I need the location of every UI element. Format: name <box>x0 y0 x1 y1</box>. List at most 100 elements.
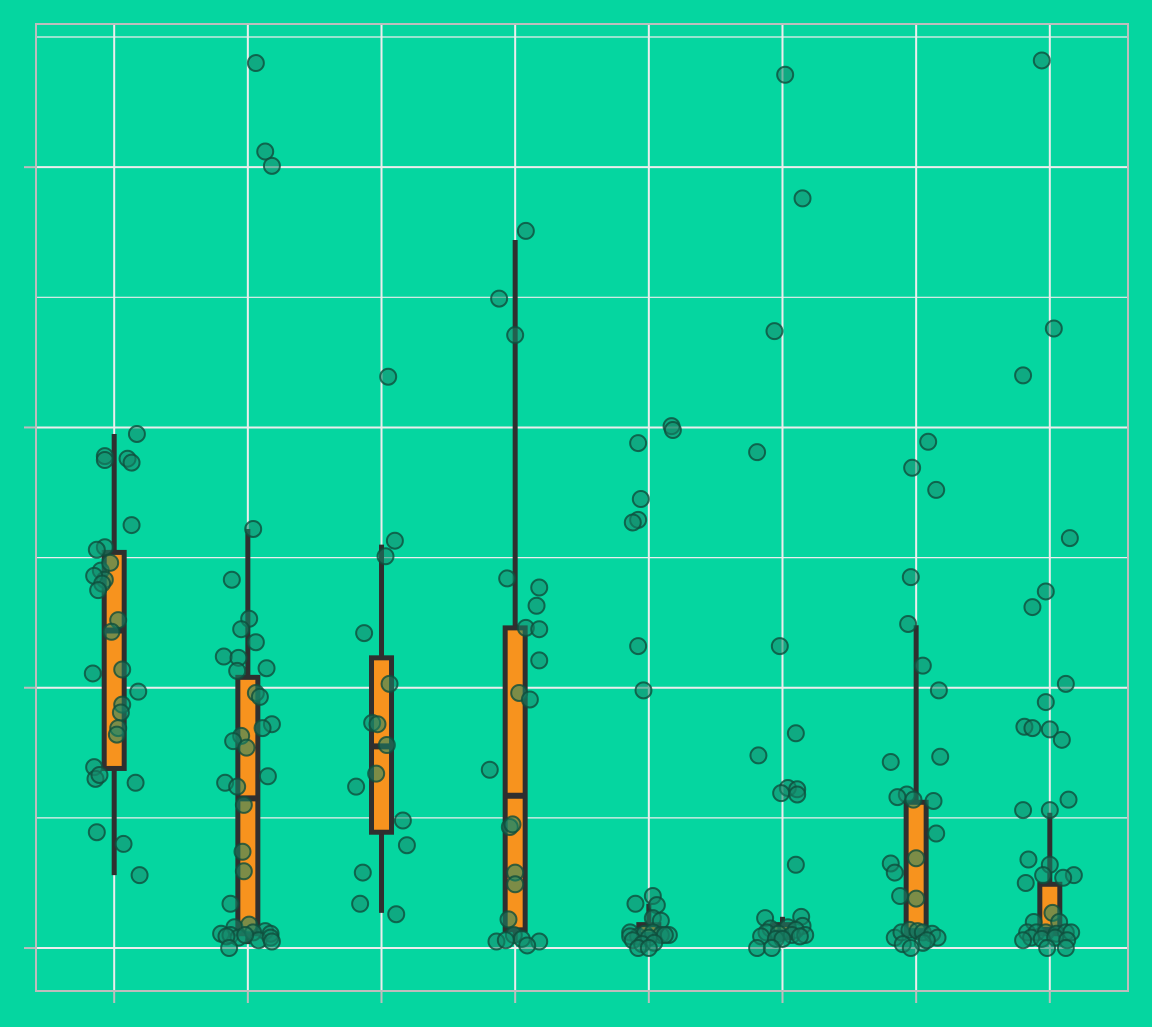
data-point <box>387 905 406 924</box>
data-point <box>530 620 549 639</box>
data-point <box>376 547 395 566</box>
data-point <box>114 834 133 853</box>
data-point <box>786 855 805 874</box>
point-group-1 <box>83 424 149 885</box>
data-point <box>111 703 130 722</box>
data-point <box>393 811 412 830</box>
point-group-6 <box>748 65 815 958</box>
data-point <box>924 791 943 810</box>
data-point <box>233 842 252 861</box>
data-point <box>790 927 809 946</box>
data-point <box>1054 868 1073 887</box>
data-point <box>527 596 546 615</box>
data-point <box>901 568 920 587</box>
data-point <box>929 681 948 700</box>
data-point <box>496 931 515 950</box>
data-point <box>506 875 525 894</box>
data-point <box>113 660 132 679</box>
data-point <box>83 664 102 683</box>
data-point <box>629 434 648 453</box>
data-point <box>250 687 269 706</box>
data-point <box>262 932 281 951</box>
data-point <box>1040 801 1059 820</box>
data-point <box>367 764 386 783</box>
data-point <box>793 189 812 208</box>
data-point <box>397 836 416 855</box>
data-point <box>122 453 141 472</box>
data-point <box>629 637 648 656</box>
data-point <box>1038 939 1057 958</box>
data-point <box>663 421 682 440</box>
data-point <box>234 862 253 881</box>
data-point <box>1023 719 1042 738</box>
data-point <box>253 719 272 738</box>
data-point <box>881 752 900 771</box>
data-point <box>102 622 121 641</box>
data-point <box>214 647 233 666</box>
data-point <box>234 795 253 814</box>
data-point <box>885 863 904 882</box>
data-point <box>246 633 265 652</box>
grid-lines <box>36 24 1128 991</box>
data-point <box>1016 873 1035 892</box>
data-point <box>101 553 120 572</box>
data-point <box>1036 693 1055 712</box>
data-point <box>1014 366 1033 385</box>
data-point <box>903 458 922 477</box>
data-point <box>490 289 509 308</box>
data-point <box>919 432 938 451</box>
data-point <box>888 788 907 807</box>
data-point <box>907 889 926 908</box>
data-point <box>639 939 658 958</box>
data-point <box>520 690 539 709</box>
data-point <box>237 738 256 757</box>
data-point <box>228 661 247 680</box>
data-point <box>1060 529 1079 548</box>
point-group-3 <box>347 367 416 924</box>
data-point <box>353 863 372 882</box>
data-point <box>232 620 251 639</box>
data-point <box>90 765 109 784</box>
data-point <box>222 570 241 589</box>
data-point <box>257 659 276 678</box>
data-point <box>1034 866 1053 885</box>
data-point <box>355 624 374 643</box>
point-group-5 <box>621 417 682 958</box>
data-point <box>499 910 518 929</box>
data-point <box>786 724 805 743</box>
data-point <box>1014 931 1033 950</box>
data-point <box>901 939 920 958</box>
data-point <box>130 866 149 885</box>
point-group-4 <box>480 221 549 955</box>
data-point <box>1014 801 1033 820</box>
data-point <box>220 939 239 958</box>
data-point <box>927 480 946 499</box>
data-point <box>1044 319 1063 338</box>
data-point <box>634 681 653 700</box>
data-point <box>480 760 499 779</box>
data-point <box>498 569 517 588</box>
data-point <box>379 367 398 386</box>
data-point <box>228 777 247 796</box>
data-point <box>770 637 789 656</box>
data-point <box>1036 582 1055 601</box>
data-point <box>516 221 535 240</box>
data-point <box>126 773 145 792</box>
data-point <box>1056 674 1075 693</box>
data-point <box>246 54 265 73</box>
data-point <box>1052 730 1071 749</box>
data-point <box>907 849 926 868</box>
point-group-7 <box>881 432 950 958</box>
point-group-2 <box>212 54 281 958</box>
data-point <box>626 894 645 913</box>
data-point <box>1019 850 1038 869</box>
data-point <box>1040 720 1059 739</box>
data-point <box>122 516 141 535</box>
data-point <box>913 656 932 675</box>
data-point <box>772 784 791 803</box>
data-point <box>377 736 396 755</box>
data-point <box>87 823 106 842</box>
point-group-8 <box>1014 51 1083 958</box>
